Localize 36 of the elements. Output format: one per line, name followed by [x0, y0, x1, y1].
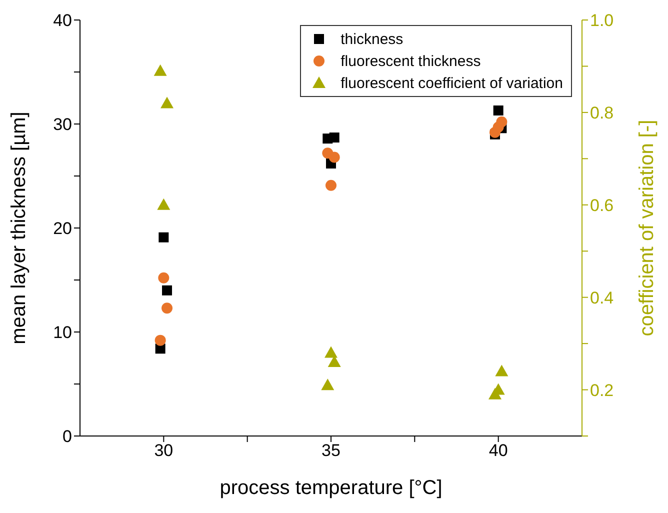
point [160, 96, 174, 108]
legend-label: fluorescent thickness [340, 52, 481, 70]
point [157, 198, 170, 210]
point [154, 64, 167, 76]
x-axis-title: process temperature [°C] [220, 477, 442, 499]
y-tick-label: 0 [62, 427, 72, 446]
point [328, 356, 341, 368]
y-tick-label: 20 [53, 219, 72, 238]
point [493, 105, 504, 116]
point [158, 232, 169, 242]
y2-tick-label: 1.0 [590, 11, 614, 30]
y-axis-title: mean layer thickness [µm] [8, 112, 30, 344]
point [326, 180, 336, 191]
y2-tick-label: 0.8 [590, 103, 614, 122]
legend-label: fluorescent coefficient of variation [340, 74, 563, 92]
point [154, 334, 166, 346]
point [324, 346, 338, 358]
y-tick-label: 10 [53, 323, 72, 342]
point [162, 302, 173, 314]
point [162, 285, 172, 296]
y2-axis-title: coefficient of variation [-] [636, 120, 658, 336]
point [496, 116, 508, 128]
x-tick-label: 40 [488, 441, 508, 460]
point [495, 364, 508, 376]
x-tick-label: 30 [154, 441, 174, 460]
point [158, 272, 170, 284]
legend-label: thickness [340, 30, 404, 48]
y-tick-label: 40 [53, 11, 72, 30]
point [329, 132, 340, 143]
x-tick-label: 35 [322, 441, 340, 460]
y-tick-label: 30 [53, 115, 72, 134]
y2-tick-label: 0.6 [590, 196, 614, 215]
y2-tick-label: 0.4 [590, 288, 614, 308]
point [328, 152, 340, 163]
point [321, 378, 334, 390]
y2-tick-label: 0.2 [590, 380, 614, 400]
